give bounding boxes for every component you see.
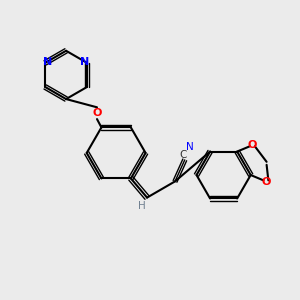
Text: N: N <box>43 57 52 67</box>
Text: O: O <box>248 140 257 150</box>
Text: O: O <box>261 176 271 187</box>
Text: N: N <box>186 142 194 152</box>
Text: C: C <box>179 150 187 160</box>
Text: H: H <box>138 201 146 211</box>
Text: O: O <box>92 108 102 118</box>
Text: N: N <box>80 57 90 67</box>
